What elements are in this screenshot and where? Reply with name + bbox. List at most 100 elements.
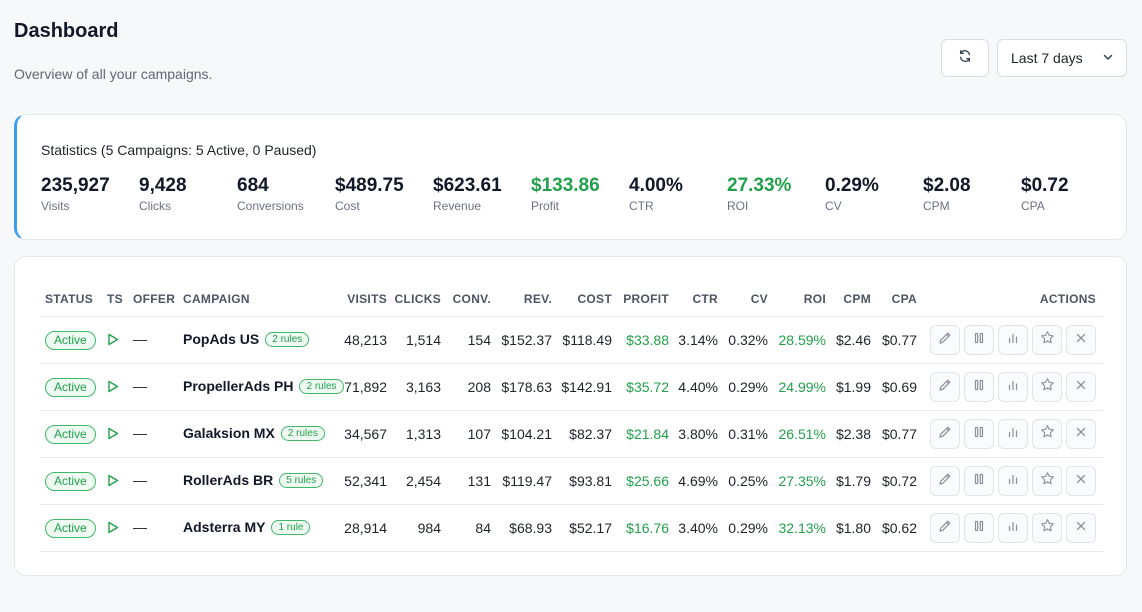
date-range-select[interactable]: Last 7 days [997,39,1127,77]
status-badge: Active [45,472,96,491]
pause-button[interactable] [964,325,994,355]
th-ts[interactable]: TS [107,292,123,306]
edit-button[interactable] [930,325,960,355]
favorite-button[interactable] [1032,513,1062,543]
favorite-button[interactable] [1032,325,1062,355]
th-cpm[interactable]: CPM [843,292,871,306]
stats-button[interactable] [998,419,1028,449]
favorite-button[interactable] [1032,372,1062,402]
offer-value: — [133,425,147,441]
campaign-name[interactable]: Galaksion MX 2 rules [183,425,325,441]
stat-cpa: $0.72 CPA [1021,175,1069,213]
stat-roi: 27.33% ROI [727,175,791,213]
delete-button[interactable] [1066,419,1096,449]
edit-icon [938,472,952,491]
cell-ctr: 4.40% [678,379,718,395]
refresh-icon [958,49,972,68]
status-badge: Active [45,331,96,350]
pause-button[interactable] [964,419,994,449]
rules-badge[interactable]: 1 rule [271,519,311,535]
page-title: Dashboard [14,20,119,42]
delete-button[interactable] [1066,372,1096,402]
th-status[interactable]: STATUS [45,292,94,306]
rules-badge[interactable]: 2 rules [280,425,325,441]
edit-button[interactable] [930,419,960,449]
cell-cpm: $1.79 [835,473,871,489]
campaign-name-text: PropellerAds PH [183,378,294,394]
th-roi[interactable]: ROI [803,292,826,306]
th-campaign[interactable]: CAMPAIGN [183,292,250,306]
campaign-name[interactable]: PropellerAds PH 2 rules [183,378,344,394]
chart-icon [1006,378,1020,397]
pause-button[interactable] [964,372,994,402]
refresh-button[interactable] [941,39,989,77]
stat-value: $623.61 [433,175,502,196]
cell-conv: 84 [475,520,491,536]
cell-ctr: 3.40% [678,520,718,536]
cell-cpa: $0.62 [881,520,917,536]
pause-button[interactable] [964,466,994,496]
cell-cpm: $2.38 [835,426,871,442]
pause-button[interactable] [964,513,994,543]
stat-label: CTR [629,199,654,213]
cell-roi: 24.99% [778,379,826,395]
stat-profit: $133.86 Profit [531,175,600,213]
th-profit[interactable]: PROFIT [623,292,669,306]
play-icon[interactable] [107,521,119,539]
stat-label: ROI [727,199,749,213]
play-icon[interactable] [107,380,119,398]
offer-value: — [133,472,147,488]
stat-label: Clicks [139,199,171,213]
cell-clicks: 984 [417,520,441,536]
rules-badge[interactable]: 2 rules [265,331,310,347]
th-clicks[interactable]: CLICKS [394,292,441,306]
campaign-name[interactable]: PopAds US 2 rules [183,331,310,347]
rules-badge[interactable]: 5 rules [279,472,324,488]
stats-button[interactable] [998,372,1028,402]
th-rev[interactable]: REV. [523,292,552,306]
th-cv[interactable]: CV [750,292,768,306]
close-icon [1075,472,1087,490]
cell-cpm: $1.99 [835,379,871,395]
stats-button[interactable] [998,325,1028,355]
offer-value: — [133,331,147,347]
cell-cv: 0.29% [728,520,768,536]
play-icon[interactable] [107,333,119,351]
favorite-button[interactable] [1032,419,1062,449]
edit-button[interactable] [930,372,960,402]
stat-label: CPM [923,199,950,213]
th-ctr[interactable]: CTR [692,292,718,306]
cell-profit: $35.72 [626,379,669,395]
campaign-name[interactable]: RollerAds BR 5 rules [183,472,324,488]
campaign-name[interactable]: Adsterra MY 1 rule [183,519,311,535]
star-icon [1040,424,1055,444]
th-visits[interactable]: VISITS [347,292,387,306]
status-badge: Active [45,425,96,444]
stats-button[interactable] [998,513,1028,543]
th-cpa[interactable]: CPA [891,292,917,306]
edit-icon [938,519,952,538]
edit-icon [938,425,952,444]
stats-button[interactable] [998,466,1028,496]
th-cost[interactable]: COST [577,292,612,306]
cell-clicks: 3,163 [405,379,441,395]
th-conv[interactable]: CONV. [452,292,491,306]
cell-rev: $104.21 [501,426,552,442]
edit-button[interactable] [930,513,960,543]
th-offer[interactable]: OFFER [133,292,176,306]
pause-icon [972,331,986,350]
rules-badge[interactable]: 2 rules [299,378,344,394]
delete-button[interactable] [1066,325,1096,355]
play-icon[interactable] [107,427,119,445]
delete-button[interactable] [1066,466,1096,496]
stat-label: Revenue [433,199,482,213]
delete-button[interactable] [1066,513,1096,543]
play-icon[interactable] [107,474,119,492]
favorite-button[interactable] [1032,466,1062,496]
cell-cv: 0.32% [728,332,768,348]
table-row: Active — Galaksion MX 2 rules 34,567 1,3… [40,411,1103,458]
chevron-down-icon [1102,50,1114,66]
edit-button[interactable] [930,466,960,496]
cell-profit: $21.84 [626,426,669,442]
statistics-title: Statistics (5 Campaigns: 5 Active, 0 Pau… [41,142,317,158]
